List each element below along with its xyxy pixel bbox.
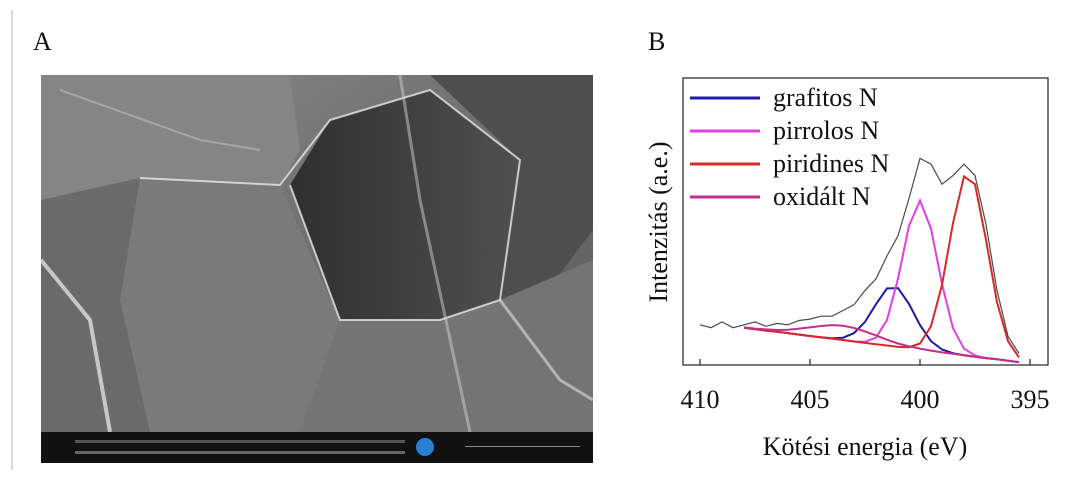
- panel-label: A: [33, 27, 52, 56]
- panel-label: B: [648, 27, 665, 56]
- legend-label: piridines N: [773, 149, 889, 178]
- component-line: [743, 174, 1020, 359]
- x-tick-label: 405: [791, 385, 830, 414]
- legend-label: pirrolos N: [773, 116, 879, 145]
- x-tick-label: 395: [1011, 385, 1050, 414]
- x-axis-label: Kötési energia (eV): [763, 432, 968, 461]
- plot-frame: [682, 77, 1049, 366]
- x-tick-label: 410: [681, 385, 720, 414]
- measured-line: [699, 157, 1020, 354]
- component-line: [743, 287, 1020, 364]
- legend-label: oxidált N: [773, 182, 871, 211]
- component-line: [743, 324, 1020, 364]
- sem-image: [39, 74, 594, 463]
- legend-label: grafitos N: [773, 83, 878, 112]
- y-axis-label: Intenzitás (a.e.): [644, 142, 673, 303]
- x-tick-label: 400: [901, 385, 940, 414]
